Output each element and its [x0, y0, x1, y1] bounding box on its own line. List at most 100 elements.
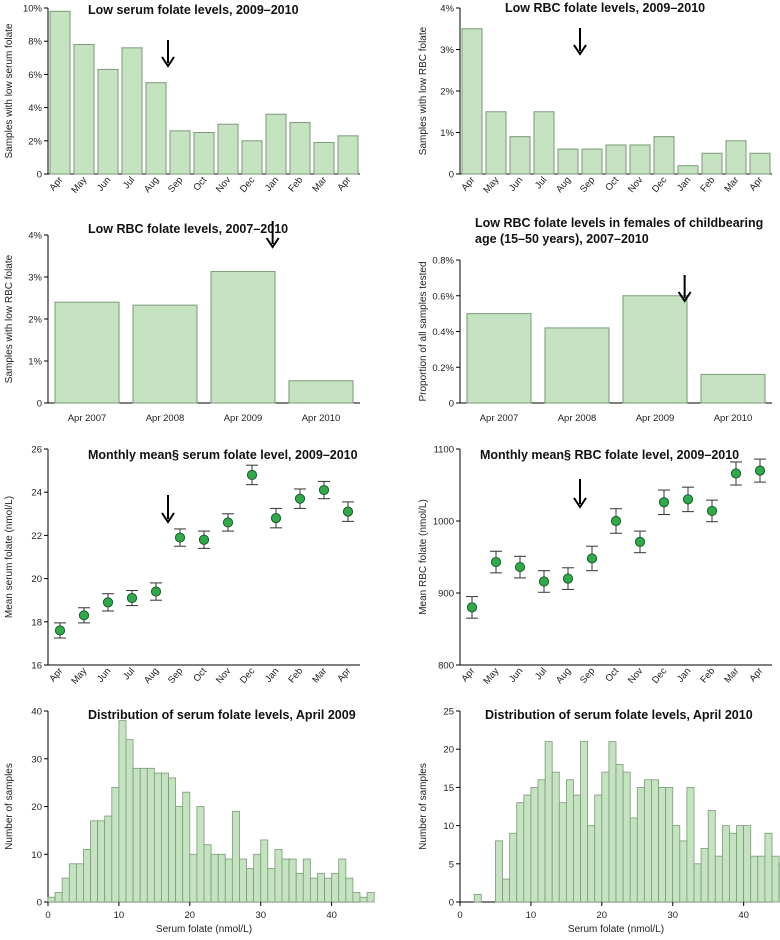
histogram-bar [707, 809, 716, 903]
x-tick-label: Mar [722, 175, 741, 195]
histogram-bar [217, 853, 226, 903]
histogram-bar [473, 893, 482, 903]
histogram-bar [523, 794, 532, 903]
histogram-bar [551, 771, 560, 903]
x-tick-label: Apr 2007 [480, 413, 519, 424]
bar [557, 148, 579, 175]
x-tick-label: Apr [459, 666, 477, 684]
histogram-bar [608, 741, 617, 903]
histogram-bar [75, 863, 84, 903]
point-marker [222, 517, 234, 528]
data-point [102, 593, 114, 612]
histogram-bar [281, 858, 290, 903]
x-tick-label: 30 [667, 910, 678, 921]
chart-monthly-mean-rbc-folate: Monthly mean§ RBC folate level, 2009–201… [418, 445, 772, 687]
y-axis: 0 1% 2% 3% 4% [440, 4, 461, 181]
x-tick-label: 30 [255, 910, 266, 921]
bar [217, 123, 239, 175]
y-tick-label: 1100 [434, 445, 454, 456]
point-marker [270, 513, 282, 524]
y-tick-label: 0.4% [432, 327, 454, 338]
chart-title: Low serum folate levels, 2009–2010 [88, 3, 299, 17]
data-point [634, 530, 646, 554]
x-tick-label: Jan [263, 175, 281, 194]
y-tick-label: 20 [31, 574, 42, 585]
x-tick-label: Dec [650, 175, 669, 195]
x-tick-label: Sep [166, 666, 185, 686]
point-marker [706, 505, 718, 517]
x-tick-label: Aug [142, 666, 161, 686]
data-point [682, 486, 694, 513]
bar [210, 271, 276, 404]
point-marker [342, 506, 354, 517]
histogram-bar [714, 855, 723, 903]
histogram-bar [544, 741, 553, 903]
bar [121, 47, 143, 175]
x-tick-label: Sep [166, 175, 185, 195]
chart-low-rbc-folate-females-2007-2010: Low RBC folate levels in females of chil… [418, 216, 772, 424]
x-tick-label: Aug [554, 175, 573, 195]
point-marker [102, 597, 114, 608]
y-tick-label: 6% [28, 70, 42, 81]
y-tick-label: 22 [31, 531, 42, 542]
y-axis: 0 0.2% 0.4% 0.6% 0.8% [432, 256, 461, 410]
data-point [706, 499, 718, 523]
histogram-bar [146, 767, 155, 903]
point-marker [294, 493, 306, 504]
chart-low-rbc-folate-2009-2010: Low RBC folate levels, 2009–2010 0 1% 2% 3% 4… [418, 1, 772, 196]
bar [49, 10, 71, 175]
histogram-bar [153, 772, 162, 903]
y-axis-label: Samples with low RBC folate [418, 26, 429, 155]
point-marker [634, 536, 646, 547]
chart-serum-folate-distribution-2009: Distribution of serum folate levels, Apr… [4, 707, 375, 935]
histogram-bar [679, 840, 688, 903]
point-marker [514, 561, 526, 573]
data-point [342, 501, 354, 522]
down-arrow-icon [677, 275, 692, 303]
histogram-bar [260, 839, 269, 903]
data-point [126, 589, 138, 607]
y-tick-label: 40 [31, 707, 42, 718]
data-point [610, 508, 622, 534]
bar [97, 68, 119, 175]
x-tick-label: Oct [603, 175, 621, 194]
histogram-bar [587, 825, 596, 903]
y-axis: 16 18 20 22 24 26 [31, 445, 49, 672]
histogram-bar [764, 832, 773, 903]
y-tick-label: 16 [31, 661, 42, 672]
y-tick-label: 0 [37, 399, 42, 410]
point-marker [562, 573, 574, 584]
bar [700, 373, 766, 404]
y-axis: 0 5 10 15 20 25 [443, 707, 461, 909]
bar [241, 140, 263, 175]
y-tick-label: 1000 [433, 517, 454, 528]
histogram-bar [509, 832, 518, 903]
x-tick-label: Dec [238, 666, 257, 686]
y-tick-label: 0 [449, 399, 454, 410]
histogram-bar [104, 815, 113, 903]
x-tick-label: 0 [457, 910, 462, 921]
histogram-bar [672, 825, 681, 903]
histogram-bar [132, 767, 141, 903]
histogram-bar [338, 858, 347, 903]
data-point [730, 461, 742, 486]
y-tick-label: 18 [31, 617, 42, 628]
data-point [490, 550, 502, 574]
bar [193, 132, 215, 175]
x-tick-label: Apr [335, 666, 353, 684]
histogram-bar [203, 844, 212, 903]
histogram-bar [210, 853, 219, 903]
histogram-bar [224, 858, 233, 903]
point-marker [54, 625, 66, 636]
histogram-bar [629, 817, 638, 903]
histogram-bar [331, 872, 340, 903]
point-marker [466, 602, 478, 613]
histogram-bar [658, 787, 667, 903]
y-tick-label: 8% [28, 37, 42, 48]
x-axis-label: Serum folate (nmol/L) [156, 924, 252, 935]
histogram-bar [352, 892, 361, 903]
data-point [466, 596, 478, 619]
data-point [586, 545, 598, 572]
histogram-bar [182, 791, 191, 903]
y-tick-label: 24 [31, 488, 42, 499]
